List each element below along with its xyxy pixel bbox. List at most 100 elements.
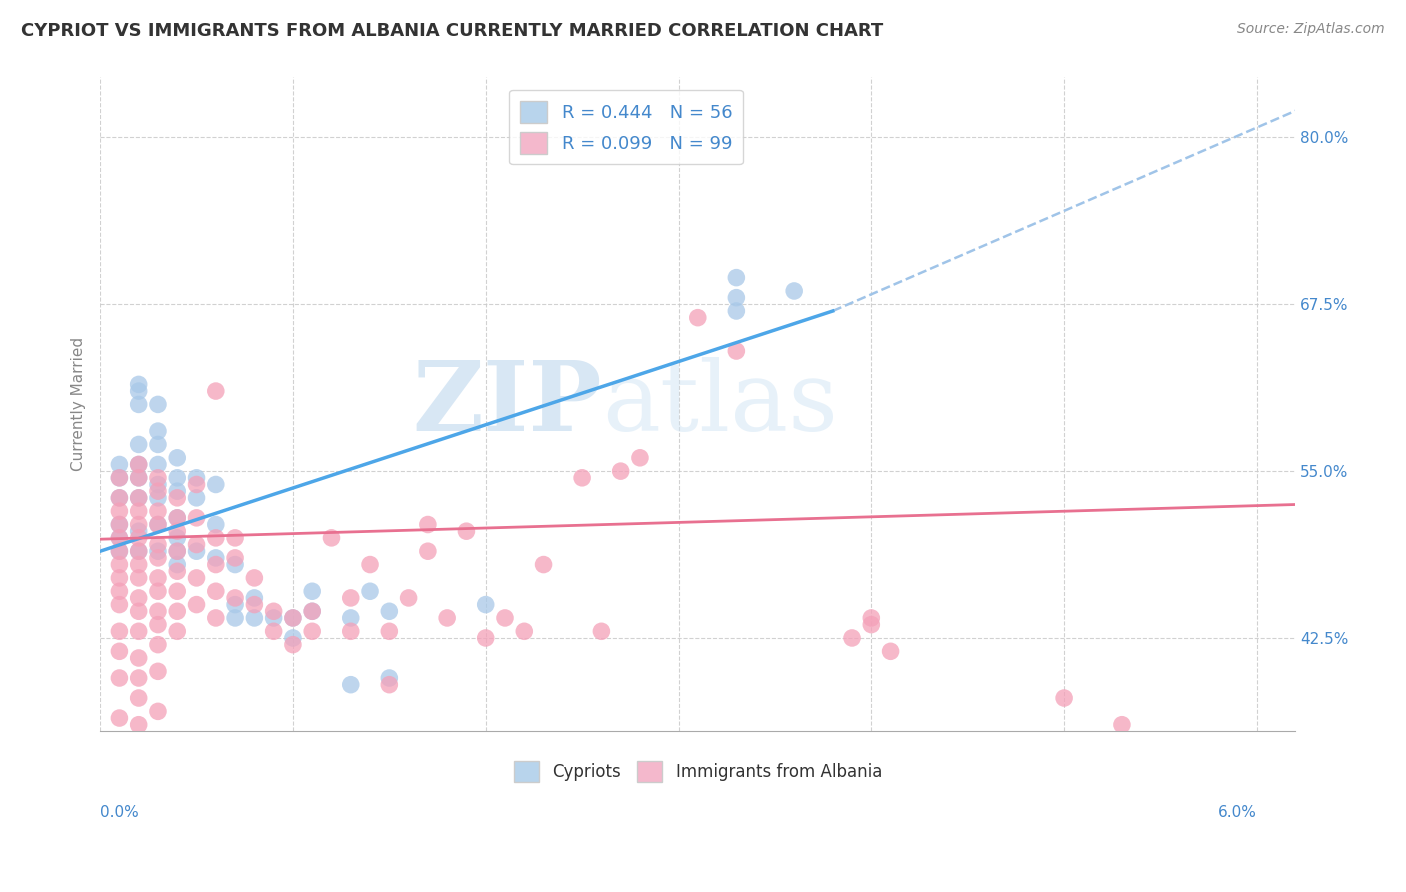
Point	[301, 584, 323, 599]
Point	[128, 571, 150, 585]
Point	[725, 270, 748, 285]
Point	[474, 598, 496, 612]
Point	[128, 651, 150, 665]
Point	[128, 491, 150, 505]
Point	[204, 584, 226, 599]
Point	[378, 624, 401, 639]
Point	[321, 531, 343, 545]
Point	[146, 617, 169, 632]
Point	[146, 550, 169, 565]
Point	[166, 564, 188, 578]
Point	[186, 598, 208, 612]
Point	[841, 631, 863, 645]
Point	[128, 624, 150, 639]
Point	[378, 678, 401, 692]
Point	[128, 471, 150, 485]
Point	[301, 604, 323, 618]
Point	[783, 284, 806, 298]
Point	[128, 437, 150, 451]
Point	[128, 604, 150, 618]
Point	[128, 717, 150, 731]
Point	[1111, 717, 1133, 731]
Point	[860, 611, 883, 625]
Point	[224, 591, 246, 605]
Text: CYPRIOT VS IMMIGRANTS FROM ALBANIA CURRENTLY MARRIED CORRELATION CHART: CYPRIOT VS IMMIGRANTS FROM ALBANIA CURRE…	[21, 22, 883, 40]
Point	[128, 504, 150, 518]
Point	[186, 471, 208, 485]
Point	[108, 517, 131, 532]
Point	[166, 484, 188, 499]
Point	[686, 310, 709, 325]
Point	[224, 598, 246, 612]
Point	[281, 631, 304, 645]
Point	[204, 517, 226, 532]
Point	[591, 624, 613, 639]
Point	[224, 550, 246, 565]
Point	[436, 611, 458, 625]
Point	[301, 604, 323, 618]
Point	[301, 624, 323, 639]
Point	[108, 544, 131, 558]
Point	[128, 384, 150, 398]
Point	[725, 304, 748, 318]
Point	[146, 437, 169, 451]
Point	[243, 598, 266, 612]
Text: ZIP: ZIP	[413, 358, 602, 451]
Point	[186, 491, 208, 505]
Point	[108, 558, 131, 572]
Point	[128, 471, 150, 485]
Point	[108, 517, 131, 532]
Point	[128, 458, 150, 472]
Point	[128, 531, 150, 545]
Point	[108, 644, 131, 658]
Point	[204, 550, 226, 565]
Point	[166, 511, 188, 525]
Point	[166, 524, 188, 539]
Point	[166, 531, 188, 545]
Point	[108, 491, 131, 505]
Point	[416, 544, 439, 558]
Point	[609, 464, 631, 478]
Point	[263, 604, 285, 618]
Point	[1053, 691, 1076, 706]
Point	[166, 624, 188, 639]
Point	[281, 611, 304, 625]
Text: atlas: atlas	[602, 358, 838, 451]
Point	[146, 477, 169, 491]
Point	[108, 598, 131, 612]
Point	[725, 344, 748, 359]
Point	[398, 591, 420, 605]
Point	[494, 611, 516, 625]
Point	[128, 397, 150, 411]
Point	[128, 491, 150, 505]
Point	[108, 531, 131, 545]
Point	[204, 384, 226, 398]
Point	[128, 524, 150, 539]
Point	[359, 558, 381, 572]
Point	[359, 584, 381, 599]
Y-axis label: Currently Married: Currently Married	[72, 337, 86, 472]
Point	[224, 531, 246, 545]
Point	[204, 531, 226, 545]
Point	[224, 558, 246, 572]
Point	[224, 611, 246, 625]
Point	[146, 517, 169, 532]
Point	[146, 537, 169, 551]
Point	[339, 624, 361, 639]
Point	[146, 504, 169, 518]
Text: Source: ZipAtlas.com: Source: ZipAtlas.com	[1237, 22, 1385, 37]
Point	[243, 591, 266, 605]
Point	[108, 471, 131, 485]
Text: 0.0%: 0.0%	[100, 805, 139, 820]
Point	[166, 544, 188, 558]
Point	[128, 671, 150, 685]
Point	[128, 558, 150, 572]
Point	[339, 678, 361, 692]
Point	[243, 611, 266, 625]
Point	[146, 665, 169, 679]
Point	[204, 477, 226, 491]
Point	[725, 291, 748, 305]
Point	[108, 711, 131, 725]
Point	[166, 604, 188, 618]
Point	[108, 504, 131, 518]
